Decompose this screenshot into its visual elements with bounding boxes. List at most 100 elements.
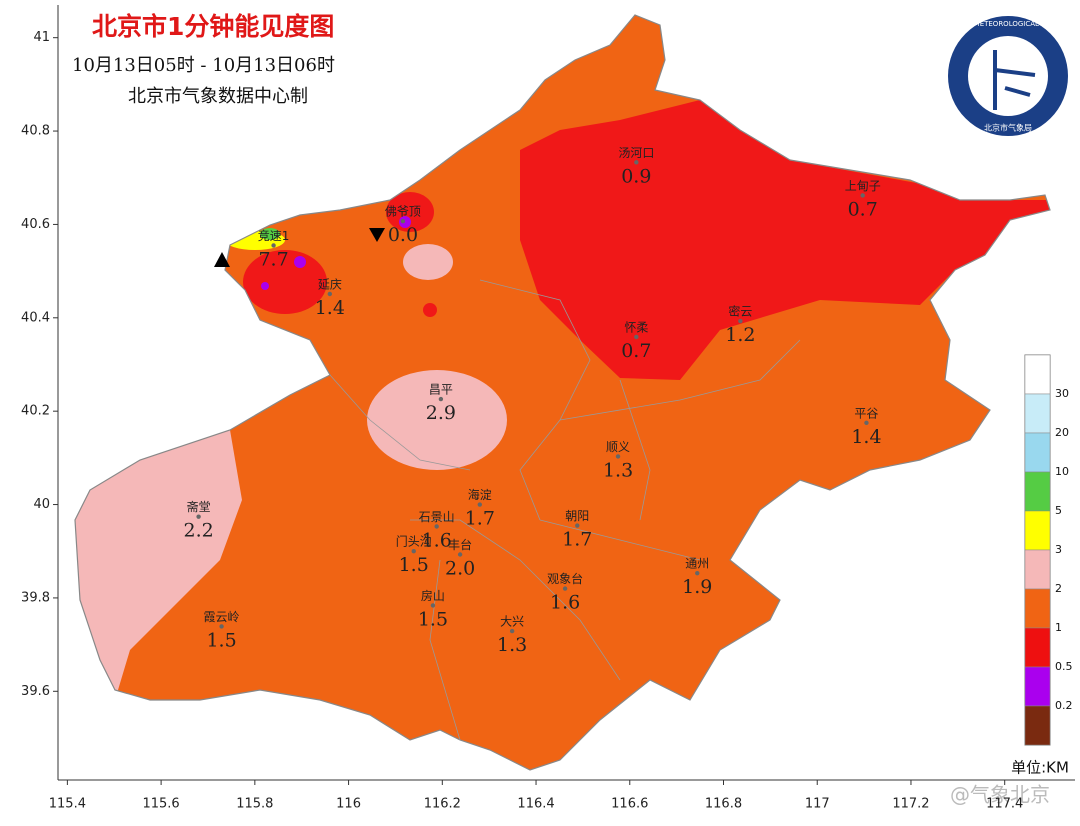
station-name: 佛爷顶 — [385, 205, 421, 219]
x-tick-label: 116 — [336, 797, 361, 812]
legend-label: 0.2 — [1055, 699, 1073, 712]
station-name: 昌平 — [429, 383, 453, 397]
station-dot — [327, 291, 333, 297]
station-name: 丰台 — [448, 537, 472, 552]
station-name: 霞云岭 — [204, 610, 240, 624]
x-tick-label: 115.4 — [49, 797, 86, 812]
legend-swatch — [1024, 627, 1051, 668]
station-dot — [434, 524, 439, 529]
legend-swatch — [1024, 432, 1051, 473]
station-name: 海淀 — [468, 487, 492, 502]
legend-label: 3 — [1055, 543, 1062, 556]
station-value: 0.9 — [621, 165, 651, 187]
station-dot — [219, 624, 224, 629]
station-name: 朝阳 — [565, 509, 589, 523]
station-name: 石景山 — [419, 510, 455, 524]
legend-swatch — [1024, 354, 1051, 395]
station-dot — [196, 514, 201, 519]
station-name: 斋堂 — [187, 499, 211, 514]
station-value: 1.9 — [682, 576, 712, 598]
station-dot — [509, 628, 515, 634]
station-dot — [430, 603, 436, 608]
legend-swatch — [1024, 666, 1051, 707]
y-tick-label: 41 — [33, 30, 50, 45]
station-value: 2.9 — [426, 402, 456, 424]
y-tick-label: 40.4 — [21, 310, 50, 325]
x-tick-label: 116.2 — [424, 797, 461, 812]
logo-text: BEIJING METEOROLOGICAL SERVICE — [945, 20, 1070, 28]
station-dot — [615, 454, 621, 459]
station-dot — [411, 549, 416, 554]
station-name: 门头沟 — [396, 534, 432, 549]
station-name: 延庆 — [318, 277, 342, 291]
station-dot — [738, 318, 743, 324]
station-value: 1.5 — [206, 629, 236, 651]
station-name: 房山 — [421, 588, 445, 603]
issuer: 北京市气象数据中心制 — [128, 86, 308, 107]
station-name: 平谷 — [854, 406, 878, 420]
legend-label: 2 — [1055, 582, 1062, 595]
station-value: 0.7 — [848, 198, 878, 220]
y-tick-label: 40.2 — [21, 404, 50, 419]
station-value: 1.3 — [603, 459, 633, 481]
station-dot — [562, 586, 568, 591]
station-value: 2.0 — [445, 558, 475, 580]
legend-label: 0.5 — [1055, 660, 1073, 673]
logo-name: 北京市气象局 — [984, 123, 1032, 133]
legend-label: 10 — [1055, 465, 1069, 478]
x-tick-label: 115.6 — [142, 797, 179, 812]
station-name: 怀柔 — [624, 320, 648, 334]
y-tick-label: 40 — [33, 497, 50, 512]
station-dot — [695, 570, 700, 576]
min-marker — [369, 228, 385, 242]
legend-swatch — [1024, 549, 1051, 590]
station-value: 1.6 — [422, 529, 452, 551]
station-value: 1.6 — [550, 592, 580, 614]
station-name: 通州 — [685, 557, 709, 571]
station-value: 2.2 — [183, 520, 213, 542]
station-dot — [634, 160, 639, 165]
station-value: 1.5 — [418, 608, 448, 630]
station-value: 7.7 — [258, 248, 288, 270]
station-name: 顺义 — [606, 440, 630, 454]
station-dot — [575, 523, 580, 528]
station-value: 0.0 — [388, 224, 418, 246]
legend-swatch — [1024, 705, 1051, 746]
station-name: 观象台 — [547, 571, 583, 586]
x-tick-label: 117.4 — [986, 797, 1023, 812]
max-marker — [214, 252, 230, 267]
station-value: 1.5 — [399, 554, 429, 576]
station-dot — [271, 243, 276, 248]
station-name: 汤河口 — [618, 146, 654, 160]
station-name: 竞速1 — [258, 229, 290, 243]
station-dot — [477, 502, 482, 507]
x-tick-label: 115.8 — [236, 797, 273, 812]
x-tick-label: 117.2 — [892, 797, 929, 812]
station-dot — [860, 193, 865, 198]
station-value: 1.2 — [725, 324, 755, 346]
x-tick-label: 116.6 — [611, 797, 648, 812]
station-dot — [400, 218, 406, 224]
station-dot — [634, 334, 639, 340]
legend-unit: 单位:KM — [1011, 759, 1069, 777]
station-dot — [438, 396, 444, 402]
station-dot — [457, 552, 463, 557]
logo: BEIJING METEOROLOGICAL SERVICE 北京市气象局 — [945, 16, 1071, 136]
legend-swatch — [1024, 471, 1051, 512]
legend-swatch — [1024, 393, 1051, 434]
y-tick-label: 40.6 — [21, 217, 50, 232]
legend-label: 1 — [1055, 621, 1062, 634]
legend-swatch — [1024, 510, 1051, 551]
station-value: 1.3 — [497, 634, 527, 656]
x-tick-label: 116.8 — [705, 797, 742, 812]
station-dot — [864, 420, 869, 426]
station-value: 1.7 — [562, 529, 592, 551]
station-name: 上甸子 — [845, 179, 881, 193]
y-tick-label: 39.8 — [21, 590, 50, 605]
station-name: 密云 — [728, 304, 752, 319]
x-tick-label: 116.4 — [517, 797, 554, 812]
y-tick-label: 40.8 — [21, 124, 50, 139]
legend-label: 30 — [1055, 387, 1069, 400]
